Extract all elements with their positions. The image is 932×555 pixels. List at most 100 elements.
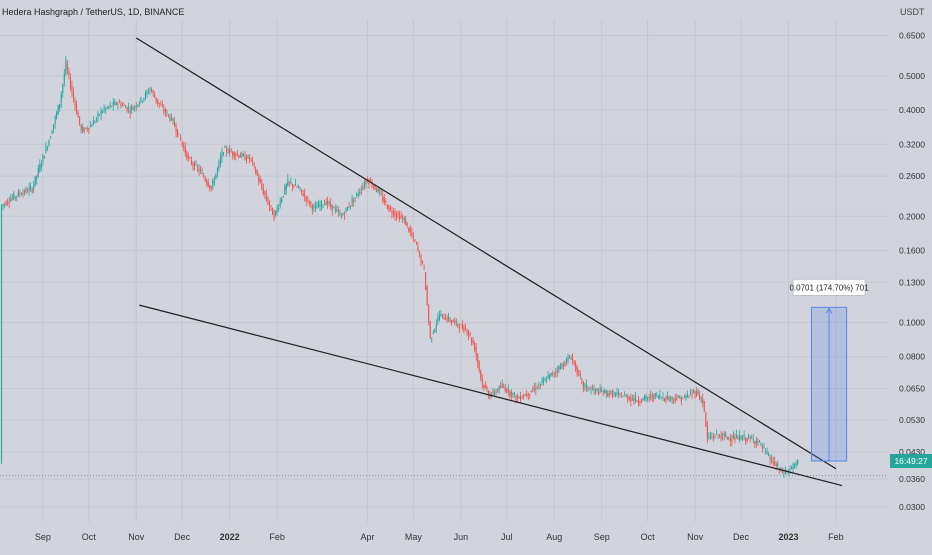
price-range-measure[interactable]: 0.0701 (174.70%) 701 — [789, 279, 869, 462]
candle-body — [581, 378, 583, 380]
candle-body — [362, 186, 364, 190]
candle-body — [487, 391, 489, 396]
candle-body — [758, 441, 760, 442]
candle-body — [723, 435, 725, 437]
candle-body — [333, 207, 335, 209]
candle-body — [610, 391, 612, 393]
candle-body — [201, 172, 203, 174]
candle-body — [235, 154, 237, 156]
candle-body — [314, 205, 316, 208]
candle-body — [780, 467, 782, 469]
candle-body — [164, 109, 166, 113]
candle-body — [317, 203, 320, 208]
candle-body — [705, 412, 707, 426]
time-tick-label: Nov — [687, 532, 704, 542]
candle-body — [573, 360, 575, 364]
candle-body — [619, 393, 621, 395]
candle-body — [65, 60, 67, 74]
candle-body — [448, 316, 450, 320]
candle-body — [265, 194, 267, 200]
candle-body — [157, 99, 159, 104]
candle-body — [40, 164, 42, 168]
candle-body — [605, 391, 607, 394]
candle-body — [135, 105, 137, 107]
candle-body — [250, 158, 252, 159]
candle-body — [550, 372, 552, 376]
candle-body — [526, 394, 528, 396]
candle-body — [484, 385, 486, 388]
candle-body — [299, 187, 301, 189]
price-tick-label: 0.0430 — [899, 447, 925, 457]
candle-body — [665, 396, 667, 401]
candle-body — [79, 116, 81, 125]
candle-body — [0, 204, 3, 463]
candle-body — [154, 95, 156, 98]
candle-body — [709, 436, 711, 439]
candle-body — [755, 440, 757, 444]
candle-body — [278, 208, 280, 210]
candle-body — [486, 387, 488, 391]
candle-body — [642, 397, 644, 401]
candle-body — [5, 202, 7, 206]
candle-body — [229, 149, 231, 153]
candle-body — [155, 97, 157, 102]
candle-body — [460, 324, 462, 326]
candle-body — [132, 108, 134, 111]
candle-body — [76, 104, 78, 114]
candle-body — [792, 463, 794, 470]
candle-body — [149, 89, 151, 91]
candle-body — [144, 92, 146, 98]
candle-body — [219, 157, 222, 164]
trendlines[interactable] — [135, 37, 843, 487]
candle-body — [565, 358, 568, 363]
candle-body — [497, 390, 499, 392]
candle-body — [221, 151, 223, 160]
candle-body — [636, 400, 638, 402]
candle-body — [464, 327, 466, 330]
candle-body — [324, 203, 326, 205]
candle-body — [399, 214, 401, 221]
candle-body — [134, 106, 136, 108]
candle-body — [507, 388, 509, 391]
candle-body — [579, 374, 581, 377]
candle-body — [273, 211, 275, 220]
candle-body — [23, 191, 26, 193]
candle-body — [666, 396, 669, 400]
candle-body — [422, 261, 424, 264]
candle-body — [53, 124, 55, 130]
candle-body — [535, 387, 537, 390]
candle-body — [95, 118, 98, 120]
candle-body — [480, 370, 482, 378]
candle-body — [764, 450, 767, 452]
price-tick-label: 0.0530 — [899, 415, 925, 425]
candle-body — [288, 181, 290, 183]
candle-body — [177, 129, 179, 137]
price-tick-label: 0.0300 — [899, 502, 925, 512]
candle-body — [230, 151, 232, 153]
candle-body — [236, 154, 238, 155]
lower-trendline[interactable] — [139, 304, 843, 487]
candle-body — [506, 389, 508, 393]
candle-body — [22, 192, 24, 195]
candle-body — [141, 101, 143, 103]
candle-body — [509, 390, 511, 396]
candle-body — [100, 110, 102, 116]
candle-body — [34, 176, 36, 185]
price-tick-label: 0.5000 — [899, 71, 925, 81]
candle-body — [437, 317, 439, 322]
price-axis[interactable]: 0.6500 0.5000 0.4000 0.3200 0.2600 0.2000 0.16… — [890, 31, 932, 512]
time-axis[interactable]: Sep Oct Nov Dec 2022 Feb Apr May Jun Jul Aug Sep Oct… — [35, 532, 844, 542]
candle-body — [591, 389, 594, 391]
candle-body — [39, 164, 41, 172]
candle-body — [472, 340, 474, 344]
candle-body — [25, 188, 27, 192]
candle-body — [255, 168, 257, 173]
candle-body — [625, 395, 627, 398]
candle-body — [267, 198, 269, 205]
candle-body — [402, 218, 404, 219]
upper-trendline[interactable] — [135, 37, 837, 470]
candle-body — [140, 97, 142, 102]
candle-body — [187, 155, 189, 158]
